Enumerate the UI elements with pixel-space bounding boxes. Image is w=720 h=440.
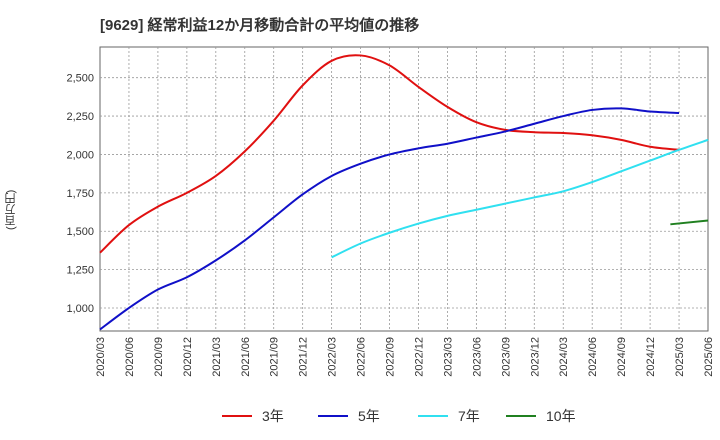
x-tick-label: 2021/06 xyxy=(240,337,252,377)
x-tick-label: 2022/03 xyxy=(327,337,339,377)
x-tick-label: 2024/12 xyxy=(645,337,657,377)
x-tick-label: 2023/12 xyxy=(529,337,541,377)
x-tick-label: 2020/12 xyxy=(182,337,194,377)
x-tick-label: 2023/03 xyxy=(442,337,454,377)
legend-swatch xyxy=(418,415,448,417)
series-line-1 xyxy=(99,54,680,254)
x-tick-label: 2020/09 xyxy=(153,337,165,377)
x-tick-label: 2020/06 xyxy=(124,337,136,377)
legend-swatch xyxy=(506,415,536,417)
series-line-3 xyxy=(331,138,709,259)
y-tick-label: 1,500 xyxy=(66,226,94,238)
legend-item: 7年 xyxy=(418,404,480,428)
x-tick-label: 2023/09 xyxy=(500,337,512,377)
legend-label: 10年 xyxy=(546,408,576,424)
x-tick-label: 2020/03 xyxy=(95,337,107,377)
x-tick-label: 2024/06 xyxy=(587,337,599,377)
x-tick-label: 2025/03 xyxy=(674,337,686,377)
x-tick-label: 2021/03 xyxy=(211,337,223,377)
x-tick-label: 2021/12 xyxy=(298,337,310,377)
legend-swatch xyxy=(318,415,348,417)
legend-label: 5年 xyxy=(358,408,380,424)
legend-item: 10年 xyxy=(506,404,576,428)
y-tick-label: 2,000 xyxy=(66,149,94,161)
y-tick-label: 1,750 xyxy=(66,188,94,200)
grid-lines xyxy=(100,47,708,331)
x-tick-label: 2025/06 xyxy=(703,337,715,377)
legend-item: 5年 xyxy=(318,404,380,428)
legend-label: 3年 xyxy=(262,408,284,424)
y-tick-labels: 1,000 1,250 1,500 1,750 2,000 2,250 2,500 xyxy=(66,73,94,315)
x-tick-label: 2024/09 xyxy=(616,337,628,377)
chart-title: [9629] 経常利益12か月移動合計の平均値の推移 xyxy=(100,17,420,34)
legend: 3年 5年 7年 10年 xyxy=(0,404,720,428)
y-tick-label: 2,250 xyxy=(66,111,94,123)
x-tick-labels: 2020/03 2020/06 2020/09 2020/12 2021/03 2021/… xyxy=(95,337,715,377)
x-tick-label: 2021/09 xyxy=(269,337,281,377)
series-line-4 xyxy=(670,219,709,226)
x-tick-label: 2024/03 xyxy=(558,337,570,377)
y-tick-label: 1,000 xyxy=(66,303,94,315)
legend-label: 7年 xyxy=(458,408,480,424)
plot-area xyxy=(99,46,709,332)
legend-swatch xyxy=(222,415,252,417)
series-line-2 xyxy=(99,107,680,331)
x-tick-label: 2022/09 xyxy=(385,337,397,377)
legend-item: 3年 xyxy=(222,404,284,428)
x-tick-label: 2023/06 xyxy=(471,337,483,377)
series-lines xyxy=(99,54,709,331)
y-tick-label: 2,500 xyxy=(66,73,94,85)
x-tick-label: 2022/12 xyxy=(413,337,425,377)
x-tick-label: 2022/06 xyxy=(356,337,368,377)
y-tick-label: 1,250 xyxy=(66,265,94,277)
